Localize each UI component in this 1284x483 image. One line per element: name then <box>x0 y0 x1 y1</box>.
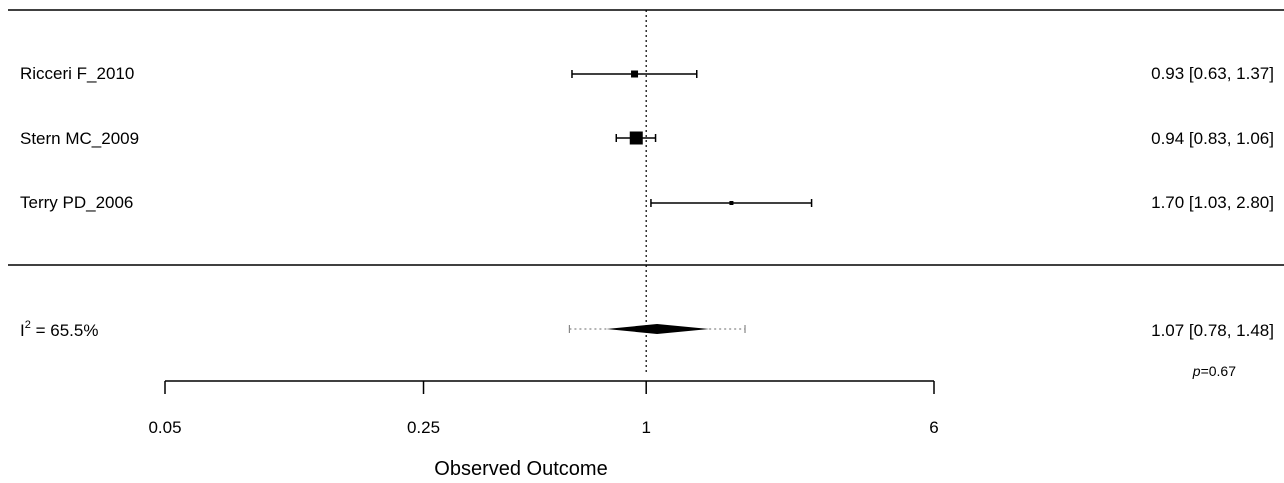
summary-row: I2 = 65.5% 1.07 [0.78, 1.48] p=0.67 <box>20 319 1274 379</box>
study-marker <box>650 199 813 207</box>
point-estimate <box>629 131 643 145</box>
heterogeneity-sup: 2 <box>25 319 31 331</box>
p-value-label: p=0.67 <box>1192 363 1236 379</box>
summary-diamond <box>568 324 746 334</box>
x-axis: 0.05 0.25 1 6 <box>148 380 939 437</box>
study-rows: Ricceri F_2010 0.93 [0.63, 1.37] Stern M… <box>20 64 1274 212</box>
x-tick-label: 0.05 <box>148 418 181 437</box>
study-ci-text: 0.93 [0.63, 1.37] <box>1151 64 1274 83</box>
study-marker <box>615 131 657 145</box>
heterogeneity-label: I2 = 65.5% <box>20 319 98 340</box>
study-row: Terry PD_2006 1.70 [1.03, 2.80] <box>20 193 1274 212</box>
heterogeneity-value: = 65.5% <box>31 321 99 340</box>
x-tick-label: 0.25 <box>407 418 440 437</box>
study-ci-text: 1.70 [1.03, 2.80] <box>1151 193 1274 212</box>
p-value: =0.67 <box>1201 363 1237 379</box>
study-row: Stern MC_2009 0.94 [0.83, 1.06] <box>20 129 1274 148</box>
x-tick-label: 6 <box>929 418 938 437</box>
study-row: Ricceri F_2010 0.93 [0.63, 1.37] <box>20 64 1274 83</box>
study-label: Ricceri F_2010 <box>20 64 134 83</box>
x-tick-label: 1 <box>641 418 650 437</box>
study-ci-text: 0.94 [0.83, 1.06] <box>1151 129 1274 148</box>
point-estimate <box>729 201 734 205</box>
study-label: Stern MC_2009 <box>20 129 139 148</box>
study-marker <box>571 70 698 78</box>
summary-diamond-shape <box>606 324 710 334</box>
study-label: Terry PD_2006 <box>20 193 133 212</box>
p-symbol: p <box>1192 363 1201 379</box>
heterogeneity-prefix: I <box>20 321 25 340</box>
point-estimate <box>631 70 639 78</box>
summary-ci-text: 1.07 [0.78, 1.48] <box>1151 321 1274 340</box>
x-axis-title: Observed Outcome <box>434 458 607 480</box>
